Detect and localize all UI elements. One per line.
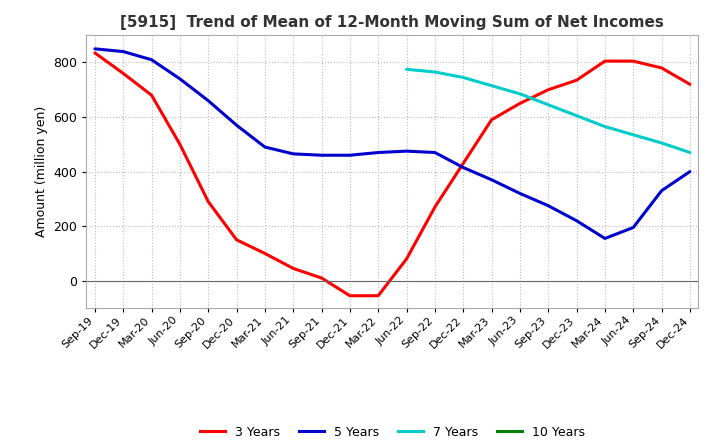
5 Years [431,150,439,155]
3 Years [544,87,552,92]
3 Years [204,199,212,204]
7 Years [572,113,581,118]
7 Years [431,70,439,75]
3 Years [261,251,269,256]
5 Years [572,218,581,224]
5 Years [233,123,241,128]
3 Years [402,256,411,261]
5 Years [318,153,326,158]
3 Years [629,59,637,64]
7 Years [459,75,467,80]
5 Years [459,165,467,170]
Line: 3 Years: 3 Years [95,53,690,296]
3 Years [657,65,666,70]
3 Years [685,82,694,87]
3 Years [346,293,354,298]
7 Years [487,83,496,88]
7 Years [402,66,411,72]
5 Years [204,98,212,103]
3 Years [516,101,524,106]
Title: [5915]  Trend of Mean of 12-Month Moving Sum of Net Incomes: [5915] Trend of Mean of 12-Month Moving … [120,15,665,30]
7 Years [657,140,666,146]
5 Years [346,153,354,158]
7 Years [516,91,524,96]
5 Years [600,236,609,241]
5 Years [119,49,127,54]
5 Years [629,225,637,230]
3 Years [176,142,184,147]
5 Years [176,76,184,81]
5 Years [487,177,496,183]
7 Years [544,102,552,107]
5 Years [516,191,524,196]
3 Years [600,59,609,64]
5 Years [148,57,156,62]
Legend: 3 Years, 5 Years, 7 Years, 10 Years: 3 Years, 5 Years, 7 Years, 10 Years [195,421,590,440]
5 Years [289,151,297,157]
5 Years [374,150,382,155]
5 Years [657,188,666,193]
3 Years [318,275,326,281]
3 Years [91,50,99,55]
3 Years [572,77,581,83]
Line: 7 Years: 7 Years [407,69,690,153]
7 Years [685,150,694,155]
3 Years [233,237,241,242]
5 Years [261,144,269,150]
3 Years [119,71,127,76]
Y-axis label: Amount (million yen): Amount (million yen) [35,106,48,237]
3 Years [431,205,439,210]
3 Years [148,92,156,98]
5 Years [544,203,552,209]
5 Years [685,169,694,174]
7 Years [629,132,637,137]
5 Years [402,149,411,154]
5 Years [91,46,99,51]
7 Years [600,124,609,129]
Line: 5 Years: 5 Years [95,49,690,238]
3 Years [289,266,297,271]
3 Years [459,161,467,166]
3 Years [374,293,382,298]
3 Years [487,117,496,122]
